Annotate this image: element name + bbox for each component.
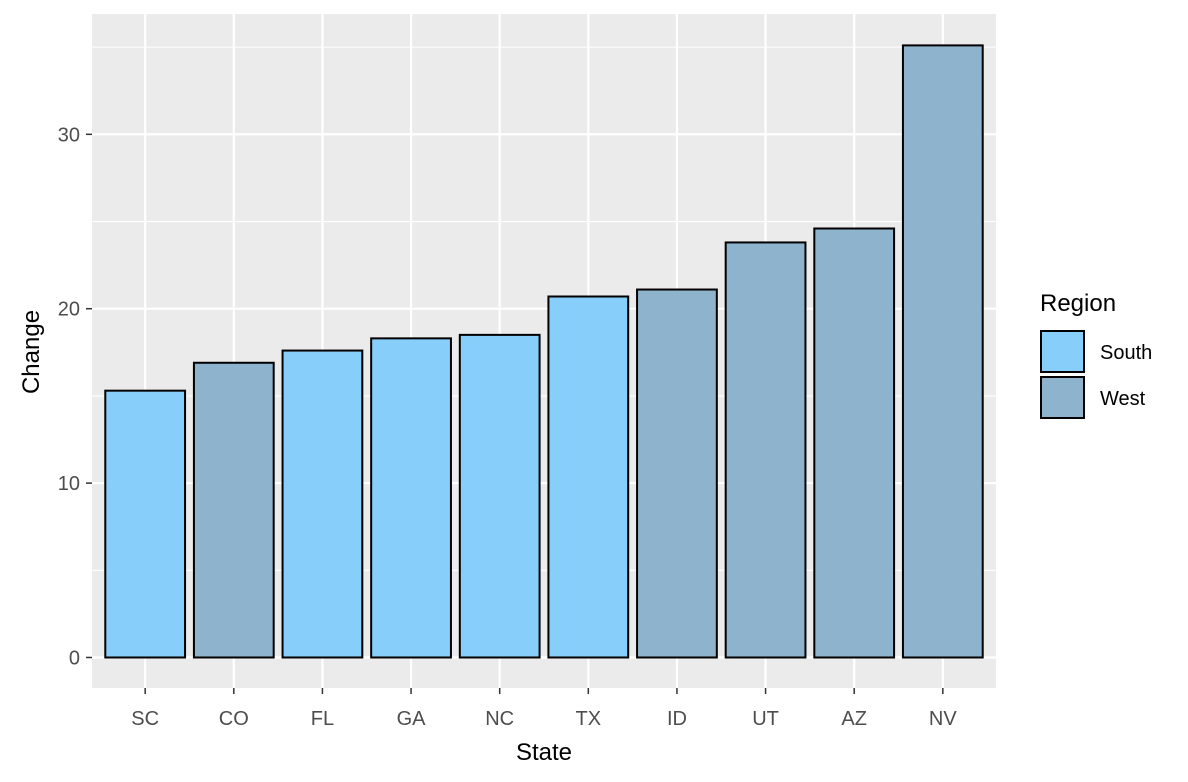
bar-SC — [104, 389, 187, 659]
legend: Region South West — [1040, 290, 1152, 419]
y-tick-label: 0 — [69, 647, 80, 669]
x-tick-label: NV — [929, 708, 957, 730]
legend-label-south: South — [1100, 342, 1152, 364]
bars — [104, 44, 984, 659]
bar-AZ — [813, 227, 896, 659]
x-tick-label: ID — [667, 708, 687, 730]
bar-TX — [547, 295, 630, 659]
y-tick-label: 20 — [58, 299, 80, 321]
bar-FL — [281, 349, 364, 659]
y-axis-title: Change — [18, 310, 45, 394]
legend-title: Region — [1040, 290, 1116, 317]
x-tick-label: TX — [576, 708, 602, 730]
bar-CO — [192, 361, 275, 659]
x-tick-label: SC — [131, 708, 159, 730]
y-tick-label: 30 — [58, 124, 80, 146]
y-axis: 0 10 20 30 — [58, 124, 92, 669]
bar-GA — [370, 337, 452, 659]
y-tick-label: 10 — [58, 473, 80, 495]
x-tick-label: CO — [219, 708, 249, 730]
bar-ID — [636, 288, 718, 659]
x-tick-label: GA — [397, 708, 427, 730]
x-tick-label: FL — [311, 708, 334, 730]
x-tick-label: UT — [752, 708, 779, 730]
x-tick-label: NC — [485, 708, 514, 730]
bar-NC — [458, 333, 541, 659]
x-axis-title: State — [516, 739, 572, 766]
legend-label-west: West — [1100, 388, 1146, 410]
legend-key-west — [1040, 376, 1085, 419]
x-tick-label: AZ — [841, 708, 867, 730]
bar-NV — [901, 44, 984, 659]
bar-UT — [724, 241, 807, 659]
x-axis: SC CO FL GA NC TX ID UT AZ NV — [131, 688, 957, 730]
legend-key-south — [1040, 330, 1085, 373]
